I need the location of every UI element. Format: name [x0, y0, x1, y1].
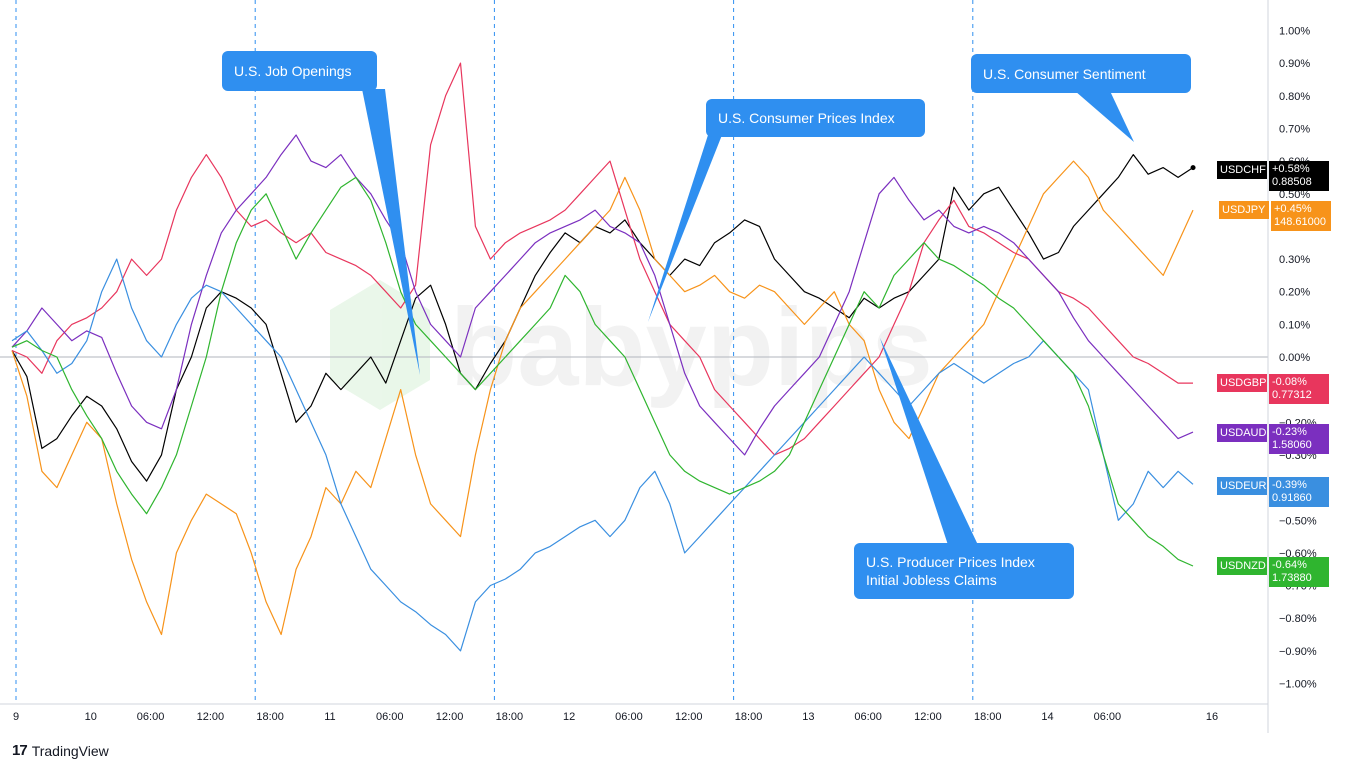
price-label-change: +0.45% [1274, 203, 1312, 215]
y-tick-label: 0.80% [1279, 91, 1310, 103]
y-tick-label: 0.70% [1279, 123, 1310, 135]
series-line-usdnzd[interactable] [11, 176, 1194, 567]
price-label-usdaud: USDAUD -0.23% 1.58060 [1217, 424, 1329, 454]
time-axis[interactable]: 9 10 06:00 12:00 18:00 11 06:00 12:00 18:00 12 06:… [13, 711, 1218, 723]
price-label-symbol: USDAUD [1217, 424, 1267, 442]
price-label-change: +0.58% [1272, 163, 1310, 175]
x-tick-label: 18:00 [496, 711, 524, 723]
x-tick-label: 13 [802, 711, 814, 723]
price-label-usdjpy: USDJPY +0.45% 148.61000 [1219, 201, 1331, 231]
price-label-price: 0.91860 [1272, 492, 1312, 504]
x-tick-label: 12:00 [436, 711, 464, 723]
price-label-symbol: USDJPY [1219, 201, 1269, 219]
y-tick-label: 0.30% [1279, 254, 1310, 266]
series-line-usdeur[interactable] [11, 258, 1194, 652]
callout-pointers [362, 89, 1134, 545]
series-line-usdgbp[interactable] [11, 62, 1193, 456]
price-label-usdgbp: USDGBP -0.08% 0.77312 [1217, 374, 1329, 404]
price-label-change: -0.64% [1272, 559, 1307, 571]
series-line-usdchf[interactable] [11, 154, 1194, 482]
y-tick-label: 0.90% [1279, 58, 1310, 70]
x-tick-label: 06:00 [376, 711, 404, 723]
y-tick-label: 1.00% [1279, 26, 1310, 38]
callout-text-line: U.S. Consumer Prices Index [718, 110, 895, 126]
callout-text-line: U.S. Consumer Sentiment [983, 65, 1146, 82]
x-tick-label: 16 [1206, 711, 1218, 723]
x-tick-label: 06:00 [854, 711, 882, 723]
price-label-values: -0.64% 1.73880 [1269, 557, 1329, 587]
price-axis[interactable]: 1.00%0.90%0.80%0.70%0.60%0.50%0.40%0.30%… [1279, 26, 1317, 691]
x-tick-label: 9 [13, 711, 19, 723]
series-layer [11, 62, 1196, 652]
x-tick-label: 10 [85, 711, 97, 723]
price-label-usdchf: USDCHF +0.58% 0.88508 [1217, 161, 1329, 191]
price-label-price: 0.88508 [1272, 176, 1312, 188]
y-tick-label: 0.10% [1279, 319, 1310, 331]
x-tick-label: 06:00 [137, 711, 165, 723]
price-label-values: +0.58% 0.88508 [1269, 161, 1329, 191]
callout-cpi: U.S. Consumer Prices Index [706, 99, 925, 137]
price-label-change: -0.39% [1272, 479, 1307, 491]
y-tick-label: −0.80% [1279, 613, 1317, 625]
callout-sentiment: U.S. Consumer Sentiment [971, 54, 1191, 93]
y-tick-label: 0.20% [1279, 287, 1310, 299]
price-label-symbol: USDEUR [1217, 477, 1267, 495]
tradingview-logo-mark: 17 [12, 742, 28, 759]
x-tick-label: 12:00 [914, 711, 942, 723]
x-tick-label: 12:00 [197, 711, 225, 723]
y-tick-label: −0.50% [1279, 515, 1317, 527]
price-label-symbol: USDNZD [1217, 557, 1267, 575]
price-label-values: -0.23% 1.58060 [1269, 424, 1329, 454]
callout-job-openings: U.S. Job Openings [222, 51, 377, 91]
price-label-symbol: USDGBP [1217, 374, 1267, 392]
last-point-usdchf [1190, 165, 1196, 171]
y-tick-label: 0.00% [1279, 352, 1310, 364]
x-tick-label: 14 [1041, 711, 1053, 723]
y-tick-label: −0.90% [1279, 646, 1317, 658]
x-tick-label: 06:00 [615, 711, 643, 723]
x-tick-label: 12:00 [675, 711, 703, 723]
price-label-change: -0.08% [1272, 376, 1307, 388]
price-label-values: -0.39% 0.91860 [1269, 477, 1329, 507]
callout-pointer-job-openings [362, 89, 420, 375]
callout-pointer-ppi [880, 338, 978, 545]
tradingview-logo[interactable]: 17 TradingView [12, 742, 109, 759]
price-label-price: 0.77312 [1272, 389, 1312, 401]
callout-text-line: Initial Jobless Claims [866, 572, 997, 588]
callout-text-line: U.S. Producer Prices Index [866, 554, 1035, 570]
price-label-values: +0.45% 148.61000 [1271, 201, 1331, 231]
y-tick-label: 0.50% [1279, 189, 1310, 201]
x-tick-label: 18:00 [974, 711, 1002, 723]
callout-pointer-cpi [648, 135, 722, 322]
callout-text-line: U.S. Job Openings [234, 63, 352, 79]
tradingview-logo-text: TradingView [31, 742, 109, 759]
x-tick-label: 11 [324, 711, 335, 723]
callout-pointer-sentiment [1075, 91, 1134, 142]
x-tick-label: 18:00 [256, 711, 284, 723]
price-label-price: 148.61000 [1274, 216, 1326, 228]
price-label-change: -0.23% [1272, 426, 1307, 438]
babypips-watermark: babypips [330, 280, 933, 410]
price-label-price: 1.58060 [1272, 439, 1312, 451]
price-label-usdnzd: USDNZD -0.64% 1.73880 [1217, 557, 1329, 587]
price-label-values: -0.08% 0.77312 [1269, 374, 1329, 404]
x-tick-label: 18:00 [735, 711, 763, 723]
y-tick-label: −1.00% [1279, 679, 1317, 691]
series-line-usdaud[interactable] [11, 134, 1194, 456]
x-tick-label: 12 [563, 711, 575, 723]
callout-ppi: U.S. Producer Prices Index Initial Jobles… [854, 543, 1074, 599]
price-label-symbol: USDCHF [1217, 161, 1267, 179]
price-label-price: 1.73880 [1272, 572, 1312, 584]
price-label-usdeur: USDEUR -0.39% 0.91860 [1217, 477, 1329, 507]
y-tick-label: −0.60% [1279, 548, 1317, 560]
x-tick-label: 06:00 [1094, 711, 1122, 723]
